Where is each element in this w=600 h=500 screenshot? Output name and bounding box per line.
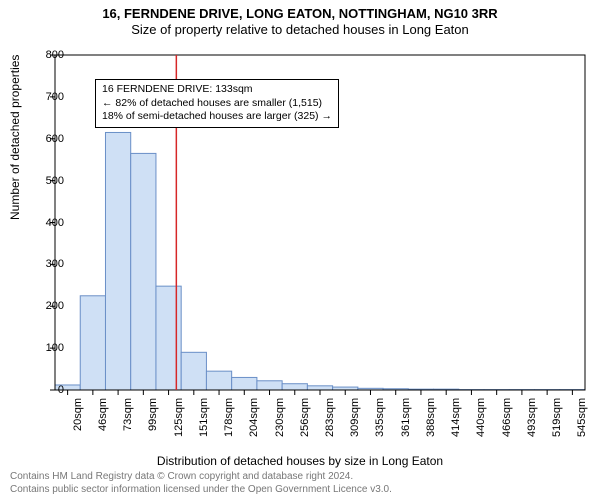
footer-attribution: Contains HM Land Registry data © Crown c… [10,471,392,496]
chart-plot-area: 16 FERNDENE DRIVE: 133sqm← 82% of detach… [55,55,585,390]
y-tick-label: 400 [34,217,64,229]
x-tick-label: 466sqm [501,398,513,437]
x-tick-label: 178sqm [223,398,235,437]
chart-title-address: 16, FERNDENE DRIVE, LONG EATON, NOTTINGH… [0,6,600,22]
histogram-bar [80,296,105,390]
x-tick-label: 309sqm [349,398,361,437]
histogram-bar [232,377,257,390]
x-tick-label: 204sqm [248,398,260,437]
x-tick-label: 230sqm [274,398,286,437]
y-tick-label: 300 [34,258,64,270]
annotation-box: 16 FERNDENE DRIVE: 133sqm← 82% of detach… [95,79,339,128]
y-tick-label: 700 [34,91,64,103]
chart-title-desc: Size of property relative to detached ho… [0,22,600,38]
x-tick-label: 283sqm [324,398,336,437]
y-tick-label: 600 [34,133,64,145]
y-axis-label: Number of detached properties [8,55,22,220]
histogram-bar [282,384,307,390]
x-tick-label: 151sqm [198,398,210,437]
x-tick-label: 361sqm [400,398,412,437]
y-tick-label: 0 [34,384,64,396]
annotation-line: ← 82% of detached houses are smaller (1,… [102,97,332,111]
y-tick-label: 200 [34,300,64,312]
x-tick-label: 46sqm [97,398,109,431]
histogram-bar [131,153,156,390]
x-tick-label: 545sqm [576,398,588,437]
y-tick-label: 800 [34,49,64,61]
x-tick-label: 440sqm [475,398,487,437]
x-tick-label: 125sqm [173,398,185,437]
x-tick-label: 256sqm [299,398,311,437]
annotation-line: 16 FERNDENE DRIVE: 133sqm [102,83,332,97]
x-tick-label: 519sqm [551,398,563,437]
x-tick-label: 335sqm [374,398,386,437]
footer-line1: Contains HM Land Registry data © Crown c… [10,471,392,484]
x-tick-label: 493sqm [526,398,538,437]
histogram-bar [206,371,231,390]
x-tick-label: 388sqm [425,398,437,437]
x-tick-label: 99sqm [147,398,159,431]
x-tick-label: 414sqm [450,398,462,437]
annotation-line: 18% of semi-detached houses are larger (… [102,110,332,124]
histogram-bar [105,132,130,390]
footer-line2: Contains public sector information licen… [10,484,392,497]
y-tick-label: 500 [34,175,64,187]
x-tick-label: 20sqm [72,398,84,431]
histogram-bar [181,352,206,390]
x-tick-label: 73sqm [122,398,134,431]
y-tick-label: 100 [34,342,64,354]
x-axis-label: Distribution of detached houses by size … [0,454,600,468]
histogram-bar [257,381,282,390]
histogram-bar [156,286,181,390]
histogram-bar [307,386,332,390]
